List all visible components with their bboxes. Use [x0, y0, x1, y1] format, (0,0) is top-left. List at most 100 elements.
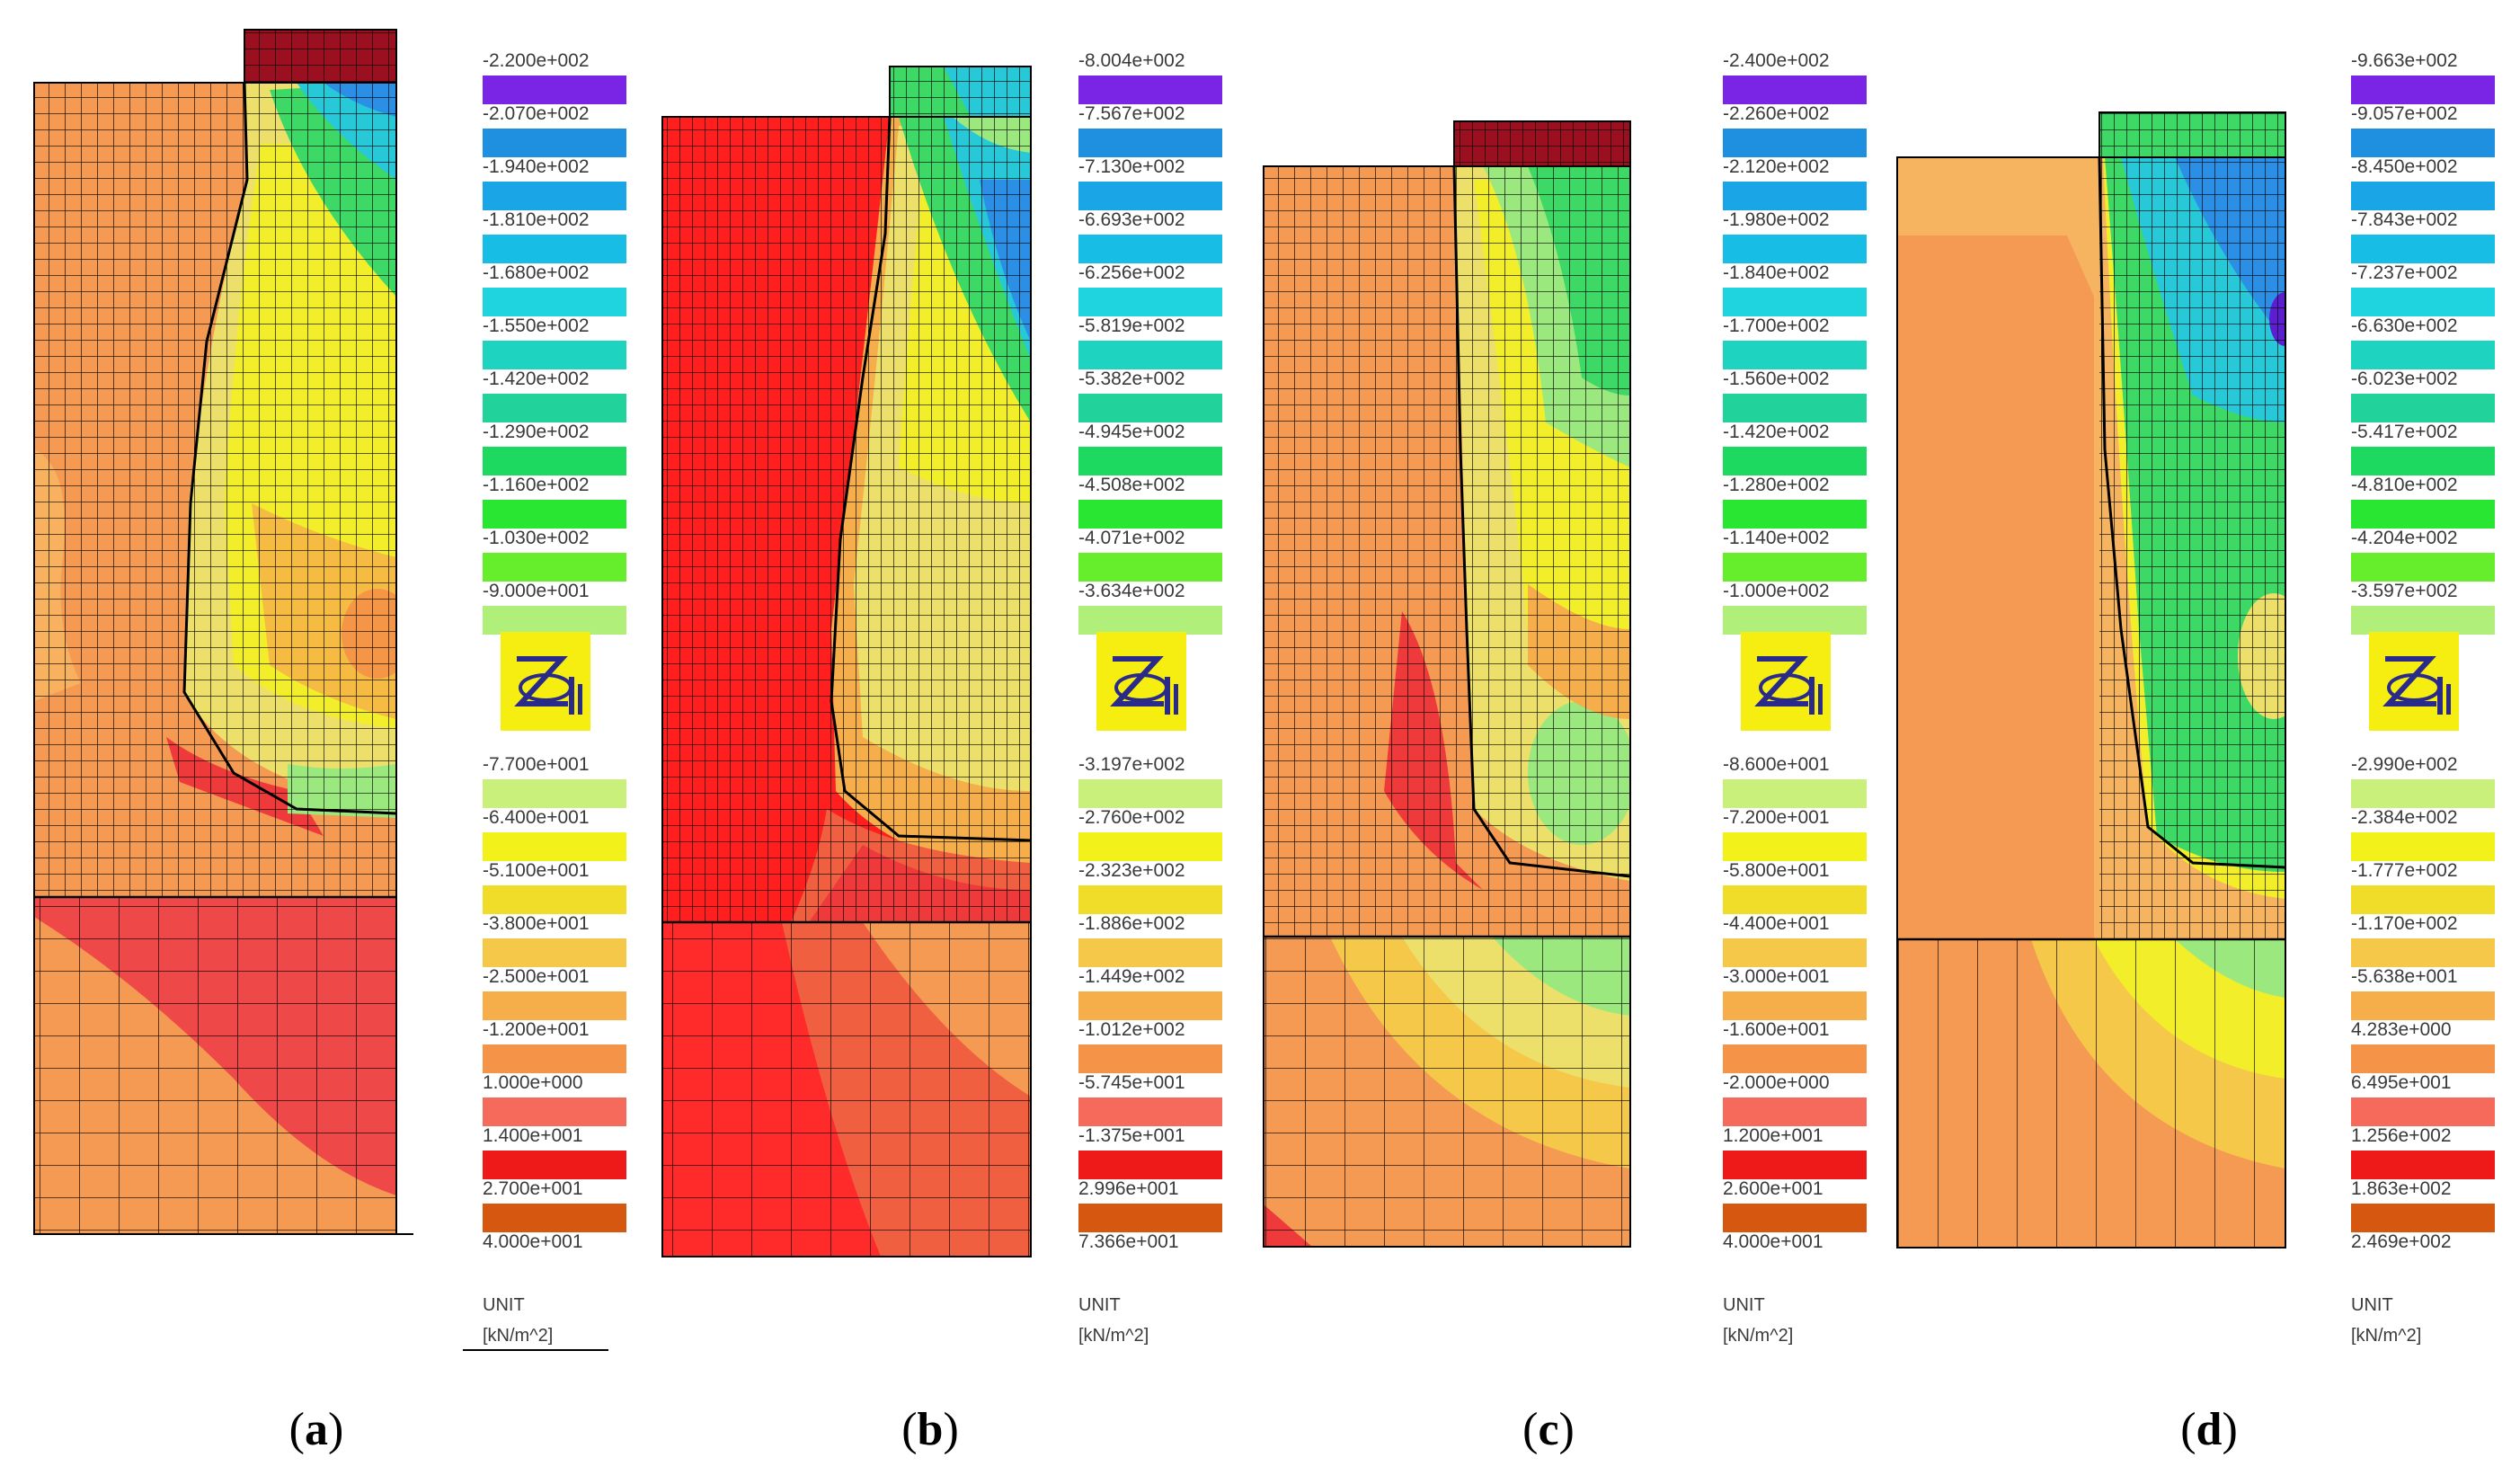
legend-c-tick-top-3: -1.980e+002: [1723, 209, 1830, 230]
legend-d-swatch-0: [2351, 76, 2495, 104]
legend-d-swatch-16: [2351, 1044, 2495, 1073]
panel-b-plot: [661, 66, 1032, 1257]
legend-b-swatch-7: [1078, 447, 1222, 475]
legend-c-swatch-18: [1723, 1151, 1867, 1179]
legend-d-tick-bottom-8: 1.863e+002: [2351, 1178, 2452, 1199]
legend-b-swatch-5: [1078, 341, 1222, 369]
legend-a-swatch-6: [483, 394, 626, 422]
legend-a-swatch-0: [483, 76, 626, 104]
legend-b-tick-bottom-5: -1.012e+002: [1078, 1019, 1185, 1040]
legend-b-unit-value: [kN/m^2]: [1078, 1326, 1149, 1346]
legend-b-tick-top-7: -4.945e+002: [1078, 422, 1185, 442]
legend-c-tick-top-10: -1.000e+002: [1723, 581, 1830, 601]
legend-c-unit-value: [kN/m^2]: [1723, 1326, 1793, 1346]
panel-b-excavation-outline: [830, 116, 1032, 842]
legend-b-tick-top-1: -7.567e+002: [1078, 103, 1185, 124]
legend-c-swatch-19: [1723, 1204, 1867, 1232]
legend-b-tick-bottom-0: -3.197e+002: [1078, 754, 1185, 775]
legend-b-tick-top-9: -4.071e+002: [1078, 528, 1185, 548]
legend-d-tick-top-0: -9.663e+002: [2351, 50, 2458, 71]
legend-c-swatch-3: [1723, 235, 1867, 263]
legend-d-swatch-4: [2351, 288, 2495, 316]
legend-a-swatch-8: [483, 500, 626, 529]
legend-a-tick-top-10: -9.000e+001: [483, 581, 590, 601]
legend-a-tick-bottom-6: 1.000e+000: [483, 1072, 583, 1093]
legend-b-swatch-9: [1078, 553, 1222, 582]
legend-c-tick-bottom-5: -1.600e+001: [1723, 1019, 1830, 1040]
legend-a-tick-top-6: -1.420e+002: [483, 369, 590, 389]
legend-a-swatch-9: [483, 553, 626, 582]
legend-a-tick-top-3: -1.810e+002: [483, 209, 590, 230]
legend-a-tick-bottom-0: -7.700e+001: [483, 754, 590, 775]
legend-c-swatch-13: [1723, 885, 1867, 914]
legend-c-swatch-4: [1723, 288, 1867, 316]
legend-d-tick-top-1: -9.057e+002: [2351, 103, 2458, 124]
legend-a-swatch-19: [483, 1204, 626, 1232]
legend-c-tick-top-5: -1.700e+002: [1723, 315, 1830, 336]
legend-a-swatch-3: [483, 235, 626, 263]
legend-d-tick-bottom-6: 6.495e+001: [2351, 1072, 2452, 1093]
legend-b-swatch-2: [1078, 182, 1222, 210]
legend-b-tick-bottom-8: 2.996e+001: [1078, 1178, 1179, 1199]
legend-a-swatch-4: [483, 288, 626, 316]
legend-b-tick-top-10: -3.634e+002: [1078, 581, 1185, 601]
legend-b-swatch-11: [1078, 779, 1222, 808]
legend-c-swatch-15: [1723, 991, 1867, 1020]
legend-c-swatch-8: [1723, 500, 1867, 529]
legend-a-tick-top-9: -1.030e+002: [483, 528, 590, 548]
legend-c-tick-bottom-3: -4.400e+001: [1723, 913, 1830, 934]
legend-c-tick-top-6: -1.560e+002: [1723, 369, 1830, 389]
legend-d-tick-bottom-1: -2.384e+002: [2351, 807, 2458, 828]
legend-d-tick-top-7: -5.417e+002: [2351, 422, 2458, 442]
legend-b-swatch-15: [1078, 991, 1222, 1020]
legend-a-tick-bottom-5: -1.200e+001: [483, 1019, 590, 1040]
legend-b-tick-top-0: -8.004e+002: [1078, 50, 1185, 71]
legend-a-swatch-17: [483, 1097, 626, 1126]
legend-b-tick-bottom-4: -1.449e+002: [1078, 966, 1185, 987]
legend-a-tick-top-2: -1.940e+002: [483, 156, 590, 177]
legend-d-tick-top-6: -6.023e+002: [2351, 369, 2458, 389]
legend-a-tick-bottom-8: 2.700e+001: [483, 1178, 583, 1199]
panel-d-grid-block: [2099, 112, 2285, 157]
legend-b-swatch-16: [1078, 1044, 1222, 1073]
legend-c-swatch-7: [1723, 447, 1867, 475]
legend-d-unit-label: UNIT: [2351, 1295, 2393, 1315]
legend-c-tick-top-7: -1.420e+002: [1723, 422, 1830, 442]
legend-d-swatch-15: [2351, 991, 2495, 1020]
legend-a: -2.200e+002 -2.070e+002 -1.940e+002 -1.810e…: [463, 50, 626, 1351]
legend-c-tick-top-8: -1.280e+002: [1723, 475, 1830, 495]
panel-a-plot: [33, 29, 413, 1235]
legend-b-swatch-10: [1078, 606, 1222, 635]
legend-c-tick-bottom-4: -3.000e+001: [1723, 966, 1830, 987]
legend-d-swatch-19: [2351, 1204, 2495, 1232]
legend-b-swatch-17: [1078, 1097, 1222, 1126]
legend-a-swatch-13: [483, 885, 626, 914]
legend-b-tick-top-6: -5.382e+002: [1078, 369, 1185, 389]
legend-b-tick-top-3: -6.693e+002: [1078, 209, 1185, 230]
panel-c-grid-upper: [1264, 166, 1630, 937]
zsoil-logo-icon: [2369, 632, 2459, 731]
zsoil-logo-icon: [501, 632, 590, 731]
zsoil-logo-icon: [1741, 632, 1831, 731]
legend-d-swatch-8: [2351, 500, 2495, 529]
legend-d-tick-bottom-7: 1.256e+002: [2351, 1125, 2452, 1146]
legend-a-unit-value: [kN/m^2]: [483, 1326, 553, 1346]
legend-b-tick-bottom-1: -2.760e+002: [1078, 807, 1185, 828]
legend-a-swatch-1: [483, 129, 626, 157]
legend-c-tick-bottom-2: -5.800e+001: [1723, 860, 1830, 881]
legend-d-tick-top-10: -3.597e+002: [2351, 581, 2458, 601]
legend-b-tick-bottom-3: -1.886e+002: [1078, 913, 1185, 934]
legend-d: -9.663e+002 -9.057e+002 -8.450e+002 -7.843e…: [2351, 50, 2495, 1346]
legend-b-tick-bottom-7: -1.375e+001: [1078, 1125, 1185, 1146]
legend-b-swatch-13: [1078, 885, 1222, 914]
panel-b-grid-lower-h: [662, 922, 1031, 1257]
legend-b-swatch-18: [1078, 1151, 1222, 1179]
legend-c-swatch-16: [1723, 1044, 1867, 1073]
legend-d-swatch-5: [2351, 341, 2495, 369]
legend-a-swatch-12: [483, 832, 626, 861]
legend-c-swatch-2: [1723, 182, 1867, 210]
panel-c-grid-lower-h: [1264, 937, 1630, 1247]
legend-c-swatch-12: [1723, 832, 1867, 861]
legend-d-swatch-14: [2351, 938, 2495, 967]
legend-a-tick-top-8: -1.160e+002: [483, 475, 590, 495]
